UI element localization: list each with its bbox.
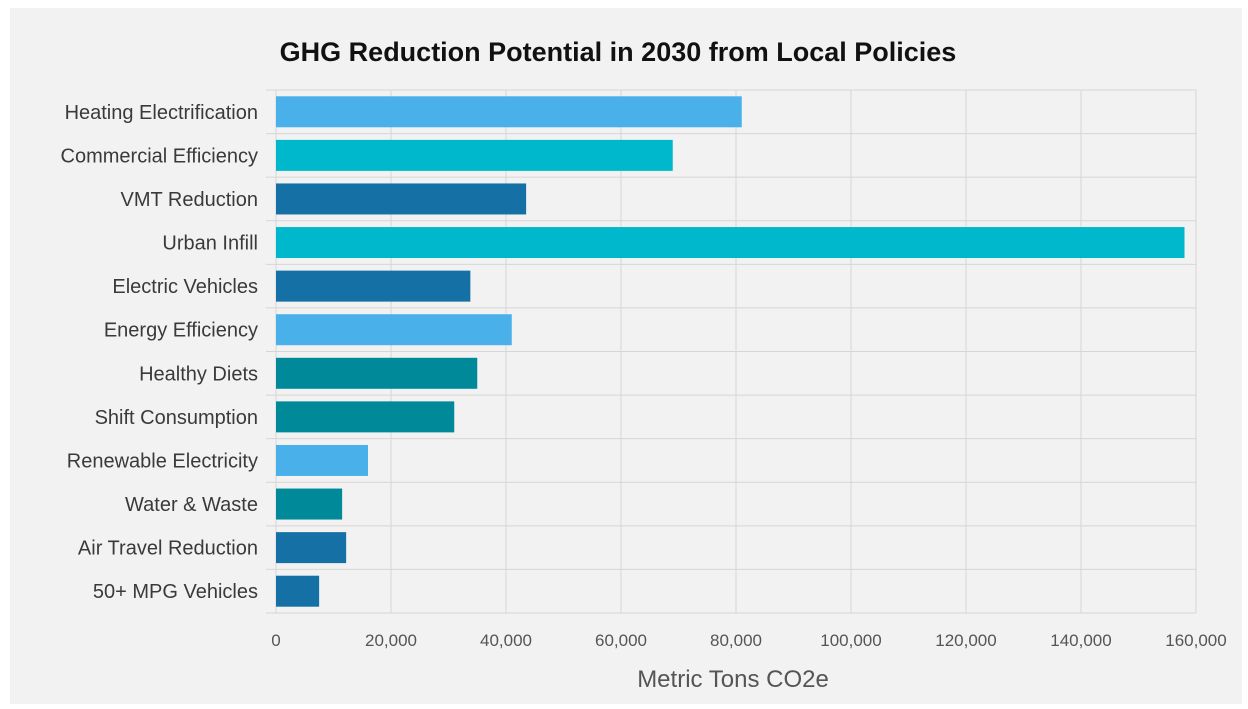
chart-title: GHG Reduction Potential in 2030 from Loc… <box>280 37 957 67</box>
x-tick-label: 100,000 <box>820 631 881 650</box>
bar <box>276 444 368 476</box>
category-label: Water & Waste <box>125 494 258 516</box>
x-tick-label: 140,000 <box>1050 631 1111 650</box>
category-label: Heating Electrification <box>65 102 258 124</box>
x-tick-label: 40,000 <box>480 631 532 650</box>
x-tick-label: 60,000 <box>595 631 647 650</box>
x-tick-label: 20,000 <box>365 631 417 650</box>
bar <box>276 532 347 564</box>
bar <box>276 314 512 346</box>
bar <box>276 401 455 433</box>
x-tick-label: 0 <box>271 631 280 650</box>
x-tick-label: 80,000 <box>710 631 762 650</box>
category-label: 50+ MPG Vehicles <box>93 581 258 603</box>
x-axis-ticks: 0 20,000 40,000 60,000 80,000 100,000 120,000 1… <box>271 631 1226 650</box>
bar <box>276 488 343 520</box>
bars <box>276 96 1185 607</box>
category-label: VMT Reduction <box>121 189 258 211</box>
bar <box>276 575 320 607</box>
category-label: Shift Consumption <box>95 407 258 429</box>
bar <box>276 270 471 302</box>
category-label: Renewable Electricity <box>67 450 258 472</box>
bar <box>276 139 673 171</box>
category-label: Healthy Diets <box>139 363 258 385</box>
category-label: Commercial Efficiency <box>61 145 258 167</box>
grid <box>266 89 1197 614</box>
x-tick-label: 120,000 <box>935 631 996 650</box>
x-tick-label: 160,000 <box>1165 631 1226 650</box>
bar <box>276 357 478 389</box>
category-label: Energy Efficiency <box>104 320 258 342</box>
bar-chart: GHG Reduction Potential in 2030 from Loc… <box>61 37 1227 693</box>
chart-panel: GHG Reduction Potential in 2030 from Loc… <box>10 8 1242 704</box>
bar <box>276 96 742 128</box>
category-label: Urban Infill <box>162 233 258 255</box>
category-labels: Heating Electrification Commercial Effici… <box>61 102 258 603</box>
category-label: Electric Vehicles <box>112 276 258 298</box>
category-label: Air Travel Reduction <box>78 538 258 560</box>
bar <box>276 183 527 215</box>
x-axis-title: Metric Tons CO2e <box>637 666 829 693</box>
bar <box>276 227 1185 259</box>
